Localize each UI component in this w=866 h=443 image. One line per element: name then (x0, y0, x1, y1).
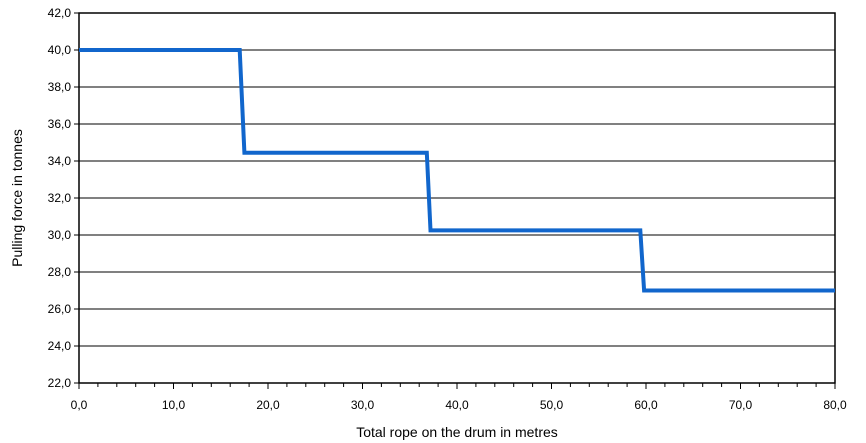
x-tick-label: 80,0 (823, 398, 847, 412)
y-tick-label: 42,0 (48, 6, 72, 20)
y-axis-title: Pulling force in tonnes (9, 129, 25, 267)
y-tick-label: 24,0 (48, 339, 72, 353)
y-tick-label: 28,0 (48, 265, 72, 279)
y-tick-label: 30,0 (48, 228, 72, 242)
x-tick-label: 70,0 (729, 398, 753, 412)
series-line (79, 48, 835, 293)
x-tick-label: 0,0 (71, 398, 88, 412)
x-tick-label: 10,0 (162, 398, 186, 412)
x-tick-label: 50,0 (540, 398, 564, 412)
x-axis-title: Total rope on the drum in metres (356, 424, 558, 440)
y-tick-label: 38,0 (48, 80, 72, 94)
x-tick-label: 40,0 (445, 398, 469, 412)
y-tick-label: 36,0 (48, 117, 72, 131)
y-tick-label: 26,0 (48, 302, 72, 316)
y-tick-label: 34,0 (48, 154, 72, 168)
grid-lines (79, 49, 835, 347)
y-tick-label: 22,0 (48, 376, 72, 390)
x-tick-label: 30,0 (351, 398, 375, 412)
y-tick-label: 40,0 (48, 43, 72, 57)
y-axis: 22,0 24,0 26,0 28,0 30,0 32,0 34,0 36,0 38,0 40,0… (48, 6, 79, 390)
x-tick-label: 60,0 (634, 398, 658, 412)
x-axis: 0,0 10,0 20,0 30,0 40,0 50,0 60,0 70,0 80,0 (71, 383, 847, 412)
y-tick-label: 32,0 (48, 191, 72, 205)
x-tick-label: 20,0 (256, 398, 280, 412)
